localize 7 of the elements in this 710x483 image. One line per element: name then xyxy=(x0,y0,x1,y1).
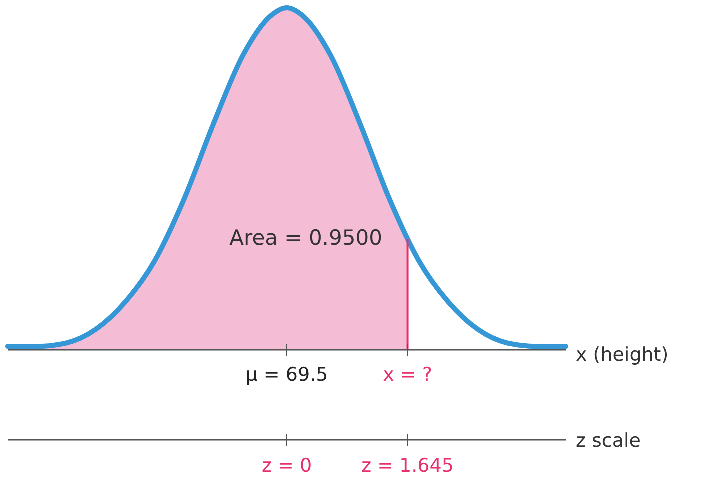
x2-axis-title: x (height) xyxy=(576,344,669,366)
x-tick-label: z = 0 xyxy=(262,455,312,477)
annotation: Area = 0.9500 xyxy=(230,226,382,250)
x-tick-label: z = 1.645 xyxy=(362,455,454,477)
annotation: x = ? xyxy=(383,364,432,386)
x-axis-title: z scale xyxy=(576,430,641,452)
annotation: μ = 69.5 xyxy=(246,364,328,386)
